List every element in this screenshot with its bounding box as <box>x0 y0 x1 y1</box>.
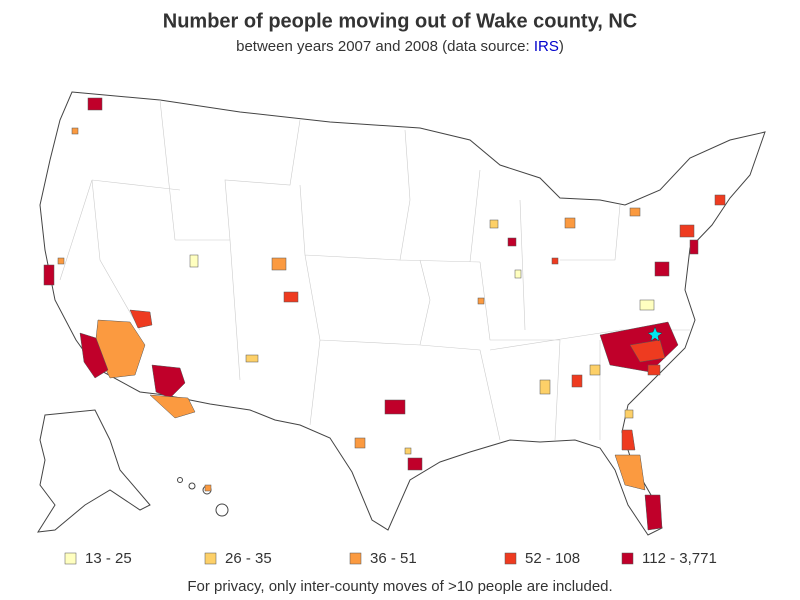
title: Number of people moving out of Wake coun… <box>163 10 637 32</box>
county-patch <box>129 309 153 329</box>
state-lines <box>59 99 690 441</box>
alaska <box>37 409 151 533</box>
county-patch <box>489 219 499 229</box>
county-patch <box>507 237 517 247</box>
legend-label: 52 - 108 <box>525 550 580 567</box>
county-patch <box>571 374 583 388</box>
source-link[interactable]: IRS <box>534 38 559 55</box>
legend-label: 26 - 35 <box>225 550 272 567</box>
county-patch <box>151 364 186 399</box>
county-patch <box>514 269 522 279</box>
county-patch <box>477 297 485 305</box>
county-patch <box>644 494 663 531</box>
county-patch <box>564 217 576 229</box>
county-patch <box>614 454 646 491</box>
county-patch <box>539 379 551 395</box>
county-patch <box>57 257 65 265</box>
county-patch <box>87 97 103 111</box>
county-patch <box>189 254 199 268</box>
county-patch <box>354 437 366 449</box>
county-patch <box>271 257 287 271</box>
county-patch <box>714 194 726 206</box>
county-patch <box>621 429 636 451</box>
county-patch <box>71 127 79 135</box>
subtitle: between years 2007 and 2008 (data source… <box>236 38 564 55</box>
county-patch <box>384 399 406 415</box>
legend-swatch <box>349 552 362 565</box>
legend-swatch <box>204 552 217 565</box>
footnote: For privacy, only inter-county moves of … <box>187 578 612 595</box>
hawaii <box>177 477 229 517</box>
subtitle-text: between years 2007 and 2008 (data source… <box>236 38 534 55</box>
legend-label: 36 - 51 <box>370 550 417 567</box>
subtitle-text: ) <box>559 38 564 55</box>
county-patch <box>204 484 212 492</box>
county-patch <box>654 261 670 277</box>
wake-county-marker <box>647 326 663 342</box>
county-patch <box>624 409 634 419</box>
county-patch <box>404 447 412 455</box>
us-map <box>37 91 766 536</box>
county-patch <box>629 339 666 363</box>
legend-label: 13 - 25 <box>85 550 132 567</box>
county-patch <box>679 224 695 238</box>
county-patch <box>689 239 699 255</box>
county-patch <box>245 354 259 363</box>
county-patch <box>647 364 661 376</box>
county-patch <box>639 299 655 311</box>
legend-swatch <box>64 552 77 565</box>
county-patch <box>551 257 559 265</box>
county-patch <box>407 457 423 471</box>
county-patch <box>79 332 109 379</box>
legend-swatch <box>621 552 634 565</box>
county-patch <box>629 207 641 217</box>
legend-label: 112 - 3,771 <box>642 550 717 567</box>
contiguous-us <box>39 91 766 536</box>
legend-swatch <box>504 552 517 565</box>
county-patch <box>283 291 299 303</box>
legend: 13 - 25 26 - 35 36 - 51 52 - 108 112 - 3,771 <box>64 550 717 567</box>
county-patch <box>589 364 601 376</box>
county-patch <box>43 264 55 286</box>
county-patch <box>149 394 196 419</box>
